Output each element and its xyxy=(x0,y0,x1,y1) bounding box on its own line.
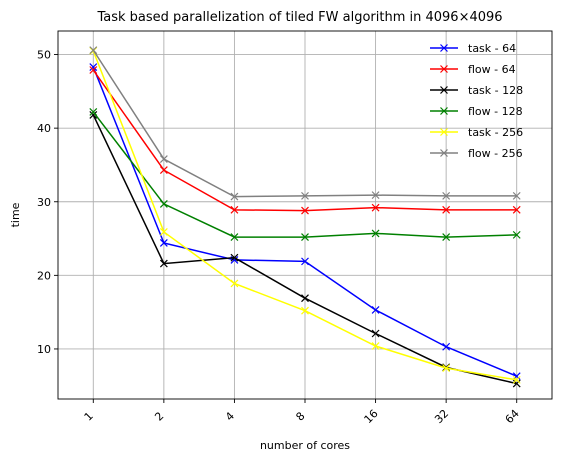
chart-title: Task based parallelization of tiled FW a… xyxy=(96,10,502,25)
data-point xyxy=(230,192,239,201)
data-point xyxy=(159,239,168,247)
data-point xyxy=(301,233,309,242)
legend-label: flow - 256 xyxy=(468,147,523,160)
data-point xyxy=(371,306,380,314)
x-axis-label: number of cores xyxy=(260,439,350,452)
data-point xyxy=(371,342,380,350)
y-axis: 10 20 30 40 50 xyxy=(37,49,58,356)
legend-entry: task - 64 xyxy=(430,42,516,55)
y-tick-label: 20 xyxy=(37,269,51,282)
data-point xyxy=(230,253,239,262)
data-point xyxy=(301,206,309,215)
data-point xyxy=(159,155,168,163)
data-point xyxy=(301,294,309,303)
data-point xyxy=(512,379,521,388)
x-tick-label: 8 xyxy=(293,409,307,423)
data-point xyxy=(89,66,98,74)
legend: task - 64 flow - 64 task - 128 flow - 128 ta… xyxy=(430,42,523,160)
data-point xyxy=(512,205,521,214)
data-point xyxy=(371,203,380,212)
y-tick-label: 50 xyxy=(37,49,51,62)
series-flow-256 xyxy=(89,46,521,201)
data-point xyxy=(89,63,98,71)
data-point xyxy=(159,228,168,236)
data-point xyxy=(442,233,451,242)
x-tick-label: 32 xyxy=(432,407,451,426)
series-flow-128 xyxy=(89,108,521,242)
data-point xyxy=(442,205,451,214)
data-point xyxy=(512,230,521,239)
data-point xyxy=(159,200,168,208)
data-point xyxy=(89,108,98,116)
data-point xyxy=(442,364,451,373)
legend-entry: task - 256 xyxy=(430,126,523,139)
data-point xyxy=(230,233,239,242)
data-point xyxy=(230,279,239,288)
data-point xyxy=(301,191,309,200)
legend-label: flow - 64 xyxy=(468,63,516,76)
data-point xyxy=(512,191,521,200)
series-flow-64 xyxy=(89,66,521,215)
legend-marker xyxy=(440,44,448,52)
legend-marker xyxy=(440,65,448,73)
y-tick-label: 40 xyxy=(37,122,51,135)
data-point xyxy=(159,259,168,268)
y-tick-label: 30 xyxy=(37,196,51,209)
legend-label: flow - 128 xyxy=(468,105,523,118)
data-point xyxy=(442,191,451,200)
data-point xyxy=(371,229,380,238)
legend-marker xyxy=(440,149,448,157)
legend-entry: flow - 128 xyxy=(430,105,523,118)
data-point xyxy=(371,329,380,338)
legend-marker xyxy=(440,128,448,136)
data-point xyxy=(159,166,168,175)
y-tick-label: 10 xyxy=(37,343,51,356)
series-layer xyxy=(89,46,521,388)
x-tick-label: 2 xyxy=(152,409,166,423)
x-tick-label: 1 xyxy=(82,409,96,423)
legend-entry: flow - 64 xyxy=(430,63,516,76)
legend-entry: flow - 256 xyxy=(430,147,523,160)
data-point xyxy=(301,306,309,315)
legend-label: task - 256 xyxy=(468,126,523,139)
data-point xyxy=(301,257,309,266)
series-task-64 xyxy=(89,63,521,381)
data-point xyxy=(89,46,98,55)
legend-marker xyxy=(440,86,448,94)
legend-label: task - 128 xyxy=(468,84,523,97)
data-point xyxy=(512,375,521,384)
x-tick-label: 4 xyxy=(223,409,237,423)
data-point xyxy=(442,342,451,351)
x-axis: 1 2 4 8 16 32 64 xyxy=(82,399,522,426)
data-point xyxy=(371,191,380,200)
x-tick-label: 16 xyxy=(362,407,381,426)
y-axis-label: time xyxy=(9,202,22,227)
x-tick-label: 64 xyxy=(503,407,522,426)
legend-marker xyxy=(440,107,448,115)
data-point xyxy=(512,372,521,381)
legend-entry: task - 128 xyxy=(430,84,523,97)
legend-label: task - 64 xyxy=(468,42,516,55)
data-point xyxy=(89,110,98,119)
data-point xyxy=(230,205,239,214)
